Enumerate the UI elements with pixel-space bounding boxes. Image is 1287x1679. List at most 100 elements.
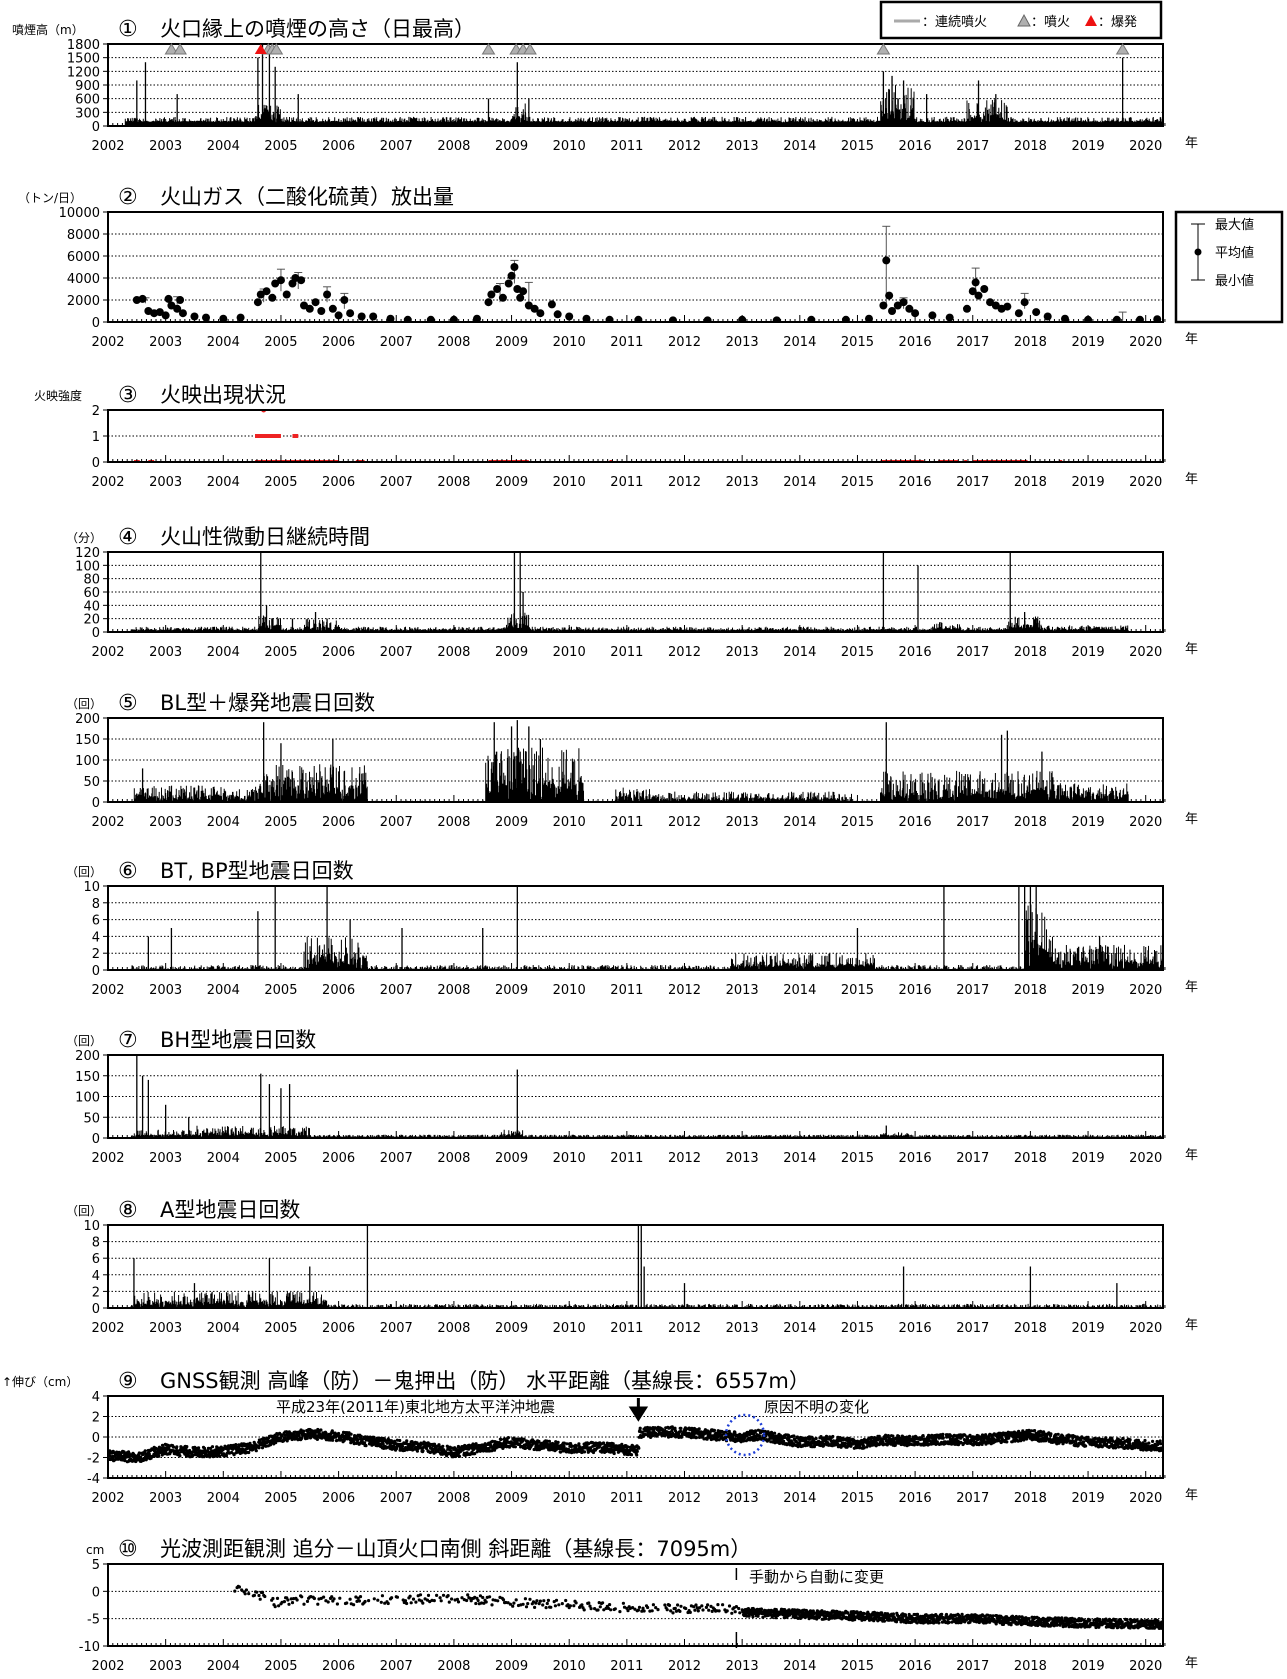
point xyxy=(164,294,173,303)
point xyxy=(1060,314,1069,322)
x-tick-label: 2007 xyxy=(380,139,413,154)
plot-area xyxy=(233,1584,1163,1630)
panel-unit: （回） xyxy=(66,1034,102,1048)
x-tick-label: 2010 xyxy=(553,475,586,490)
y-tick-label: -4 xyxy=(87,1472,100,1487)
panel-number: ⑧ xyxy=(118,1198,138,1223)
x-tick-label: 2006 xyxy=(322,1151,355,1166)
panel-p6: （回） ⑥ BT, BP型地震日回数 0 2 46 8 10 2002 2003 2004 2005 2… xyxy=(66,859,1198,998)
x-tick-label: 2017 xyxy=(956,1151,989,1166)
x-unit: 年 xyxy=(1185,1656,1198,1671)
y-tick-label: 60 xyxy=(83,586,100,601)
point xyxy=(962,304,971,313)
x-tick-label: 2014 xyxy=(783,1491,816,1506)
x-tick-label: 2004 xyxy=(207,983,240,998)
panel-title: 火山性微動日継続時間 xyxy=(160,525,370,549)
x-tick-label: 2014 xyxy=(783,139,816,154)
x-tick-label: 2020 xyxy=(1129,475,1162,490)
x-tick-label: 2018 xyxy=(1014,1659,1047,1674)
x-tick-label: 2009 xyxy=(495,335,528,350)
x-tick-label: 2002 xyxy=(91,335,124,350)
panel-unit: （回） xyxy=(66,1204,102,1218)
y-tick-label: 50 xyxy=(83,775,100,790)
x-tick-label: 2004 xyxy=(207,1659,240,1674)
x-tick-label: 2018 xyxy=(1014,335,1047,350)
x-tick-label: 2016 xyxy=(899,335,932,350)
point xyxy=(905,304,914,313)
x-tick-label: 2020 xyxy=(1129,139,1162,154)
x-tick-label: 2009 xyxy=(495,1491,528,1506)
x-unit: 年 xyxy=(1185,332,1198,347)
x-tick-label: 2011 xyxy=(610,1321,643,1336)
panel-number: ⑩ xyxy=(118,1537,138,1562)
panel-number: ⑤ xyxy=(118,691,138,716)
x-tick-label: 2006 xyxy=(322,815,355,830)
y-tick-label: 20 xyxy=(83,613,100,628)
point xyxy=(1043,312,1052,321)
y-tick-label: 2 xyxy=(92,1411,100,1426)
y-tick-label: 5 xyxy=(92,1558,100,1573)
x-tick-label: 2015 xyxy=(841,1659,874,1674)
annotation-switch: 手動から自動に変更 xyxy=(749,1568,884,1586)
point xyxy=(530,304,539,313)
point xyxy=(547,300,556,309)
x-tick-label: 2002 xyxy=(91,139,124,154)
x-tick-label: 2010 xyxy=(553,645,586,660)
x-tick-label: 2010 xyxy=(553,983,586,998)
point xyxy=(1020,298,1029,307)
x-tick-label: 2004 xyxy=(207,815,240,830)
point xyxy=(888,307,897,315)
x-tick-label: 2009 xyxy=(495,1659,528,1674)
panel-unit: （分） xyxy=(66,531,102,545)
panel-p5: （回） ⑤ BL型＋爆発地震日回数 0 50 100 150 200 2002 2003 2004 2… xyxy=(66,691,1198,830)
x-tick-label: 2002 xyxy=(91,1491,124,1506)
plot-area xyxy=(130,720,1129,802)
x-tick-label: 2019 xyxy=(1072,1151,1105,1166)
x-tick-label: 2006 xyxy=(322,1491,355,1506)
x-tick-label: 2016 xyxy=(899,1491,932,1506)
annotation-unknown-change: 原因不明の変化 xyxy=(764,1398,869,1416)
y-tick-label: 8 xyxy=(92,1236,100,1251)
x-unit: 年 xyxy=(1185,472,1198,487)
plot-area xyxy=(133,410,1063,462)
x-tick-label: 2005 xyxy=(264,983,297,998)
x-tick-label: 2003 xyxy=(149,983,182,998)
point xyxy=(553,310,562,319)
x-tick-label: 2018 xyxy=(1014,1491,1047,1506)
legend-eruption-label: ：噴火 xyxy=(1031,15,1070,30)
panel-unit: ↑伸び（cm） xyxy=(2,1375,78,1389)
point xyxy=(276,276,285,285)
y-tick-label: -10 xyxy=(79,1640,100,1655)
x-tick-label: 2012 xyxy=(668,139,701,154)
legend-eruption: ：連続噴火 ：噴火 ：爆発 xyxy=(879,0,1163,40)
x-tick-label: 2019 xyxy=(1072,1659,1105,1674)
y-tick-label: 0 xyxy=(92,1585,100,1600)
point xyxy=(138,294,147,303)
x-tick-label: 2009 xyxy=(495,815,528,830)
x-tick-label: 2015 xyxy=(841,139,874,154)
x-tick-label: 2020 xyxy=(1129,1491,1162,1506)
x-tick-label: 2003 xyxy=(149,475,182,490)
x-tick-label: 2005 xyxy=(264,335,297,350)
plot-frame xyxy=(107,717,1164,803)
x-tick-label: 2016 xyxy=(899,1151,932,1166)
x-tick-label: 2007 xyxy=(380,1321,413,1336)
eruption-marker xyxy=(173,43,187,55)
x-tick-label: 2003 xyxy=(149,1151,182,1166)
x-tick-label: 2016 xyxy=(899,815,932,830)
point xyxy=(426,315,435,322)
x-tick-label: 2013 xyxy=(726,1491,759,1506)
point xyxy=(282,290,291,299)
eruption-marker xyxy=(876,43,891,55)
x-tick-label: 2006 xyxy=(322,645,355,660)
y-tick-label: 4 xyxy=(92,1390,100,1405)
x-tick-label: 2014 xyxy=(783,475,816,490)
x-tick-label: 2019 xyxy=(1072,983,1105,998)
y-tick-label: 150 xyxy=(75,1070,100,1085)
panel-p1: 噴煙高（m） ① 火口縁上の噴煙の高さ（日最高） 030060090012001500… xyxy=(12,0,1198,154)
y-tick-label: 2 xyxy=(92,404,100,419)
point xyxy=(911,309,920,318)
x-tick-label: 2016 xyxy=(899,645,932,660)
eruption-marker xyxy=(1115,43,1130,55)
